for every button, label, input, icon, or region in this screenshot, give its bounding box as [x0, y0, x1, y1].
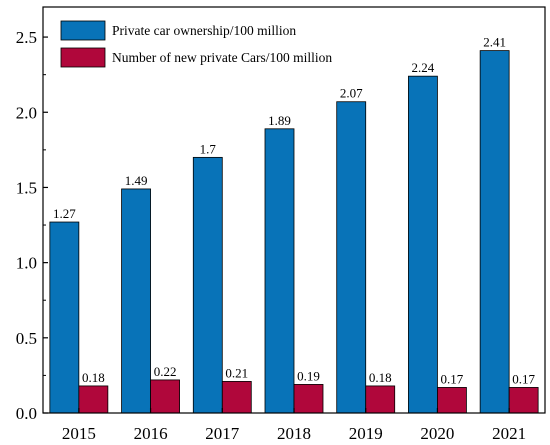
data-labels-layer: 1.27 1.49 1.7 1.89 2.07 2.24 2.41 0.18 0.22 0.21 0…	[53, 35, 536, 387]
bar-new-cars-2016	[150, 379, 180, 414]
data-label-ownership-2021: 2.41	[483, 35, 506, 50]
bar-ownership-2015	[49, 221, 80, 414]
axes-layer: 0.0 0.5 1.0 1.5 2.0 2.5 2015 2016 2017 2018 2019 20…	[16, 6, 546, 443]
data-label-ownership-2018: 1.89	[268, 113, 291, 128]
y-tick-label-2.0: 2.0	[16, 103, 37, 122]
data-label-ownership-2015: 1.27	[53, 206, 76, 221]
legend-label-ownership: Private car ownership/100 million	[112, 23, 296, 38]
legend-swatch-ownership	[60, 20, 106, 41]
data-label-new-cars-2021: 0.17	[512, 371, 535, 386]
bar-ownership-2018	[264, 128, 295, 414]
legend-swatch-new-cars	[60, 47, 106, 68]
bar-new-cars-2020	[437, 387, 467, 414]
x-tick-label-2018: 2018	[277, 424, 311, 443]
data-label-ownership-2017: 1.7	[200, 141, 217, 156]
bars-layer	[49, 50, 539, 414]
data-label-ownership-2020: 2.24	[412, 60, 435, 75]
x-tick-label-2016: 2016	[134, 424, 168, 443]
x-tick-label-2017: 2017	[205, 424, 240, 443]
bar-ownership-2017	[192, 156, 223, 414]
bar-ownership-2020	[408, 75, 438, 414]
data-label-new-cars-2019: 0.18	[369, 370, 392, 385]
data-label-ownership-2019: 2.07	[340, 86, 363, 101]
data-label-new-cars-2020: 0.17	[441, 371, 464, 386]
bar-ownership-2016	[121, 188, 151, 414]
y-tick-label-1.5: 1.5	[16, 178, 37, 197]
legend-label-new-cars: Number of new private Cars/100 million	[112, 50, 332, 65]
x-tick-label-2020: 2020	[420, 424, 454, 443]
bar-new-cars-2017	[221, 381, 252, 414]
bar-ownership-2019	[336, 101, 367, 414]
x-tick-label-2015: 2015	[62, 424, 96, 443]
y-tick-label-0.5: 0.5	[16, 329, 37, 348]
data-label-new-cars-2017: 0.21	[225, 365, 248, 380]
bar-new-cars-2018	[293, 384, 324, 414]
bar-new-cars-2015	[78, 385, 109, 414]
bar-ownership-2021	[479, 50, 510, 414]
y-tick-label-1.0: 1.0	[16, 254, 37, 273]
bar-new-cars-2021	[508, 387, 539, 414]
data-label-new-cars-2018: 0.19	[297, 368, 320, 383]
x-tick-label-2019: 2019	[349, 424, 383, 443]
legend: Private car ownership/100 million Number …	[60, 20, 332, 68]
data-label-ownership-2016: 1.49	[125, 173, 148, 188]
y-tick-label-2.5: 2.5	[16, 28, 37, 47]
data-label-new-cars-2016: 0.22	[154, 364, 177, 379]
bar-new-cars-2019	[365, 385, 396, 414]
x-tick-label-2021: 2021	[492, 424, 526, 443]
y-tick-label-0.0: 0.0	[16, 404, 37, 423]
data-label-new-cars-2015: 0.18	[82, 370, 105, 385]
